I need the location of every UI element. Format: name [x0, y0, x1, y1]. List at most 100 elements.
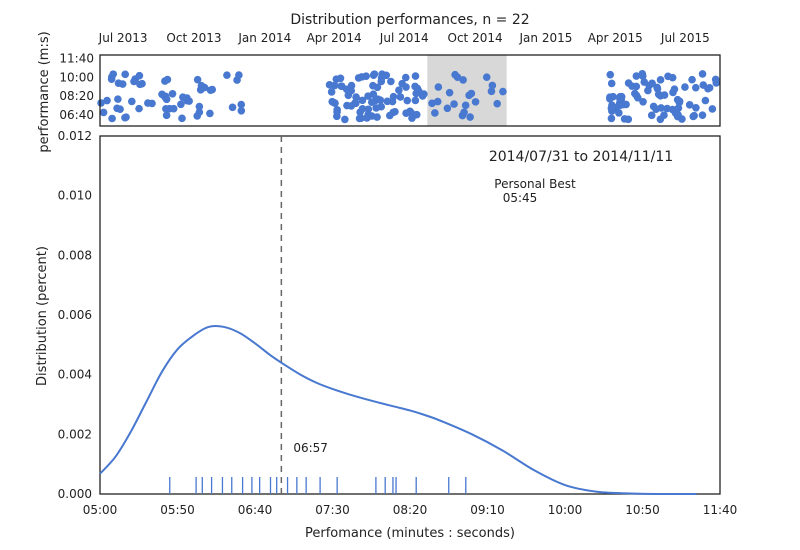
bottom-x-tick-label: 05:00 — [83, 503, 118, 517]
timeline-scatter-panel: Distribution performances, n = 22 Jul 20… — [59, 12, 721, 127]
rug-marks — [169, 477, 467, 494]
performance-point — [403, 96, 412, 105]
performance-point — [357, 114, 365, 123]
performance-point — [130, 77, 138, 86]
performance-point — [406, 107, 414, 116]
performance-point — [654, 90, 663, 99]
period-label: 2014/07/31 to 2014/11/11 — [489, 149, 673, 165]
top-x-tick-label: Oct 2013 — [166, 31, 221, 45]
performance-point — [116, 105, 124, 114]
performance-point — [370, 70, 379, 78]
performance-point — [451, 70, 459, 79]
performance-point — [499, 87, 507, 96]
bottom-x-tick-label: 06:40 — [238, 503, 273, 517]
performance-point — [488, 81, 497, 90]
performance-point — [121, 113, 129, 122]
bottom-y-axis-label: Distribution (percent) — [35, 246, 50, 386]
bottom-y-tick-label: 0.012 — [58, 129, 92, 143]
performance-point — [698, 111, 707, 119]
performance-point — [168, 89, 177, 98]
performance-point — [673, 110, 681, 118]
performance-point — [228, 103, 237, 112]
bottom-y-tick-label: 0.006 — [58, 308, 92, 322]
performance-point — [391, 107, 399, 116]
performance-point — [162, 95, 171, 104]
top-x-tick-labels: Jul 2013 Oct 2013 Jan 2014 Apr 2014 Jul 2014… — [98, 31, 710, 45]
top-x-tick-label: Jul 2015 — [660, 31, 710, 45]
performance-point — [358, 96, 367, 105]
performance-point — [165, 104, 174, 113]
top-x-tick-label: Oct 2014 — [448, 31, 503, 45]
performance-point — [663, 104, 671, 113]
bottom-x-tick-labels: 05:00 05:50 06:40 07:30 08:20 09:10 10:00 10:50… — [83, 503, 738, 517]
performance-point — [206, 109, 214, 118]
performance-point — [343, 101, 351, 110]
performance-point — [431, 109, 439, 117]
performance-point — [338, 82, 346, 91]
performance-point — [461, 101, 470, 110]
performance-point — [136, 80, 144, 89]
performance-point — [678, 115, 686, 123]
performance-point — [656, 76, 665, 84]
performance-point — [121, 70, 129, 79]
density-curve — [99, 325, 697, 496]
top-x-tick-label: Jan 2014 — [237, 31, 291, 45]
top-x-tick-label: Jul 2014 — [379, 31, 429, 45]
performance-point — [681, 83, 689, 91]
performance-point — [333, 106, 341, 114]
top-chart-title: Distribution performances, n = 22 — [290, 12, 529, 28]
distribution-panel: 05:00 05:50 06:40 07:30 08:20 09:10 10:00 10:50… — [35, 129, 737, 541]
performance-point — [698, 70, 707, 78]
performance-point — [675, 97, 684, 106]
performance-point — [450, 100, 458, 108]
performance-point — [330, 81, 339, 90]
performance-point — [493, 99, 501, 108]
performance-point — [606, 70, 615, 79]
performance-point — [341, 115, 349, 124]
performance-point — [669, 88, 677, 97]
performance-point — [363, 114, 371, 122]
bottom-x-tick-label: 08:20 — [393, 503, 428, 517]
performance-point — [411, 96, 420, 105]
top-y-axis-label: performance (m:s) — [37, 31, 52, 152]
bottom-x-axis-label: Perfomance (minutes : seconds) — [305, 526, 515, 541]
performance-point — [445, 88, 454, 97]
performance-point — [206, 86, 215, 94]
performance-point — [466, 113, 474, 121]
bottom-y-tick-label: 0.010 — [58, 189, 92, 203]
top-y-tick-label: 06:40 — [59, 108, 94, 122]
performance-point — [352, 93, 360, 101]
performance-point — [607, 79, 616, 88]
performance-point — [705, 84, 714, 92]
top-x-tick-label: Jan 2015 — [519, 31, 573, 45]
performance-point — [178, 114, 186, 123]
performance-point — [183, 94, 191, 102]
performance-point — [708, 105, 717, 113]
performance-point — [685, 101, 694, 109]
performance-point — [701, 96, 710, 105]
performance-point — [347, 86, 356, 95]
performance-point — [460, 108, 468, 117]
bottom-x-tick-label: 05:50 — [160, 503, 195, 517]
performance-point — [237, 107, 246, 115]
performance-point — [656, 115, 665, 124]
performance-point — [383, 97, 392, 106]
performance-point — [356, 108, 364, 116]
performance-point — [382, 71, 391, 80]
performance-point — [97, 99, 105, 107]
performance-point — [200, 83, 209, 92]
performance-point — [177, 100, 185, 109]
personal-best-label: Personal Best — [494, 177, 576, 191]
performance-point — [653, 83, 661, 92]
performance-point — [135, 71, 144, 80]
performance-point — [114, 95, 122, 103]
bottom-y-tick-labels: 0.000 0.002 0.004 0.006 0.008 0.010 0.012 — [58, 129, 92, 501]
performance-point — [327, 88, 336, 96]
performance-points — [97, 69, 721, 124]
bottom-x-tick-label: 09:10 — [470, 503, 505, 517]
performance-point — [364, 105, 373, 114]
bottom-y-tick-label: 0.004 — [58, 368, 92, 382]
performance-point — [615, 109, 623, 117]
performance-point — [443, 104, 452, 113]
